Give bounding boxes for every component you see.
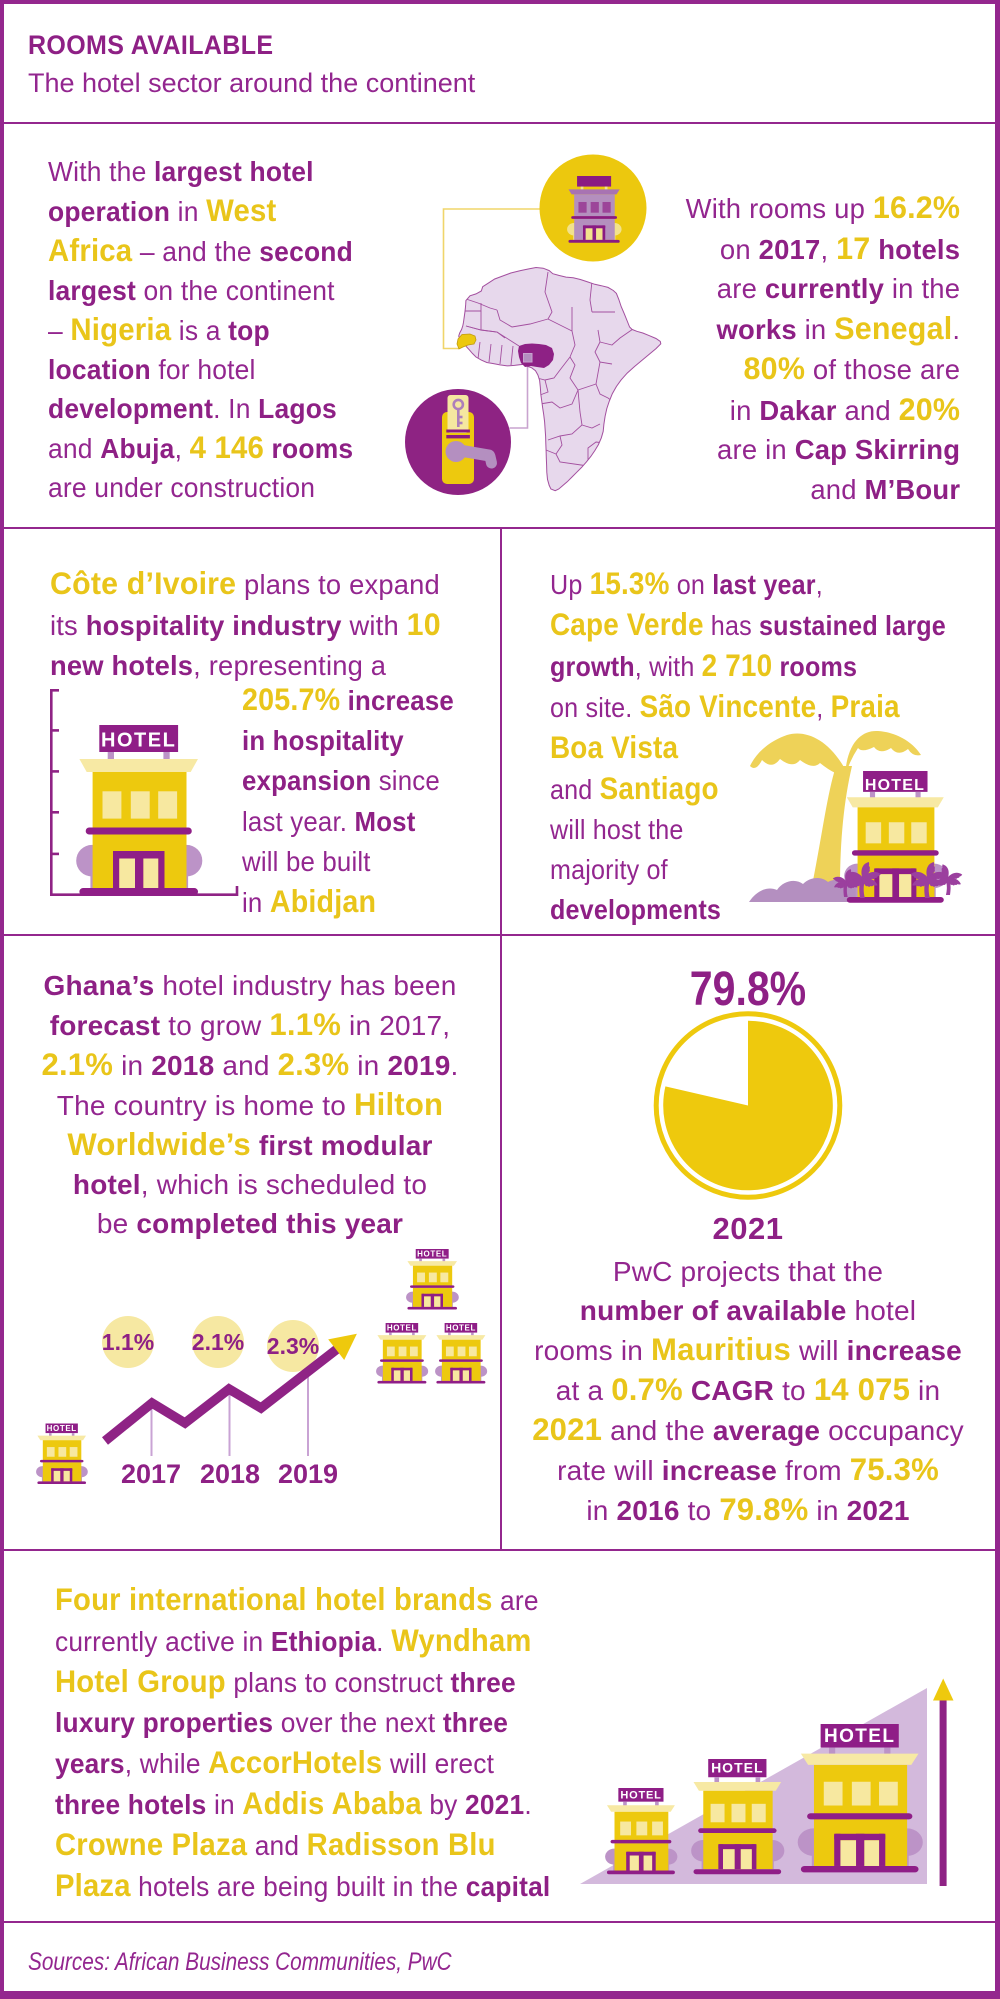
- svg-text:2018: 2018: [200, 1459, 260, 1489]
- svg-text:HOTEL: HOTEL: [101, 730, 176, 752]
- svg-text:HOTEL: HOTEL: [387, 1324, 417, 1333]
- svg-text:HOTEL: HOTEL: [417, 1250, 447, 1259]
- svg-text:HOTEL: HOTEL: [824, 1726, 895, 1747]
- svg-text:HOTEL: HOTEL: [620, 1790, 661, 1802]
- svg-text:HOTEL: HOTEL: [446, 1324, 476, 1333]
- svg-text:2017: 2017: [121, 1459, 181, 1489]
- svg-text:1.1%: 1.1%: [102, 1329, 154, 1355]
- svg-text:HOTEL: HOTEL: [865, 777, 925, 794]
- svg-text:2019: 2019: [278, 1459, 338, 1489]
- svg-text:HOTEL: HOTEL: [47, 1424, 77, 1433]
- svg-text:2.3%: 2.3%: [267, 1333, 319, 1359]
- svg-text:2.1%: 2.1%: [192, 1329, 244, 1355]
- svg-text:HOTEL: HOTEL: [711, 1760, 763, 1776]
